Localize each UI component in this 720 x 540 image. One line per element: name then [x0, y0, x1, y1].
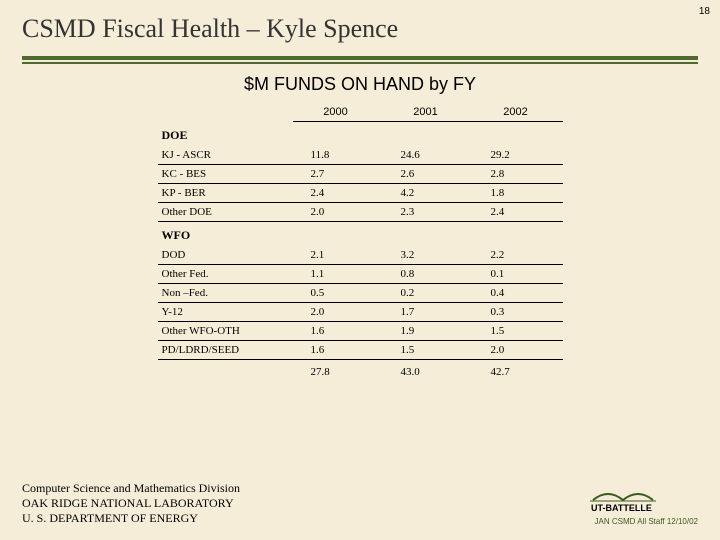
table-header-row: 2000 2001 2002 [158, 103, 563, 122]
row-value: 3.2 [383, 246, 473, 265]
row-value: 1.5 [383, 341, 473, 360]
col-year: 2002 [473, 103, 563, 122]
row-value: 2.3 [383, 203, 473, 222]
row-value: 4.2 [383, 184, 473, 203]
row-value: 2.4 [293, 184, 383, 203]
row-label: KC - BES [158, 165, 293, 184]
row-label: KJ - ASCR [158, 146, 293, 165]
col-year: 2001 [383, 103, 473, 122]
ut-battelle-logo: UT-BATTELLE [588, 486, 698, 512]
row-value: 2.7 [293, 165, 383, 184]
row-value: 0.1 [473, 265, 563, 284]
col-blank [158, 103, 293, 122]
row-value: 2.0 [473, 341, 563, 360]
row-value: 1.5 [473, 322, 563, 341]
row-value: 1.1 [293, 265, 383, 284]
totals-value: 42.7 [473, 360, 563, 382]
footer-line3: U. S. DEPARTMENT OF ENERGY [22, 511, 240, 526]
footer-line2: OAK RIDGE NATIONAL LABORATORY [22, 496, 240, 511]
table-row: KC - BES2.72.62.8 [158, 165, 563, 184]
row-value: 2.0 [293, 303, 383, 322]
table-row: KJ - ASCR11.824.629.2 [158, 146, 563, 165]
row-value: 1.6 [293, 341, 383, 360]
page-title: CSMD Fiscal Health – Kyle Spence [0, 0, 720, 48]
row-label: Other Fed. [158, 265, 293, 284]
totals-value: 27.8 [293, 360, 383, 382]
table-row: Other DOE2.02.32.4 [158, 203, 563, 222]
table-row: Other WFO-OTH1.61.91.5 [158, 322, 563, 341]
row-value: 0.2 [383, 284, 473, 303]
row-value: 2.2 [473, 246, 563, 265]
row-label: PD/LDRD/SEED [158, 341, 293, 360]
row-value: 2.0 [293, 203, 383, 222]
funds-table-wrap: 2000 2001 2002 DOEKJ - ASCR11.824.629.2K… [158, 103, 563, 381]
row-value: 2.4 [473, 203, 563, 222]
section-heading: DOE [158, 122, 563, 147]
row-value: 0.4 [473, 284, 563, 303]
row-label: Y-12 [158, 303, 293, 322]
section-heading: WFO [158, 222, 563, 247]
table-row: Other Fed.1.10.80.1 [158, 265, 563, 284]
row-value: 1.8 [473, 184, 563, 203]
slide-number: 18 [699, 6, 710, 17]
table-row: PD/LDRD/SEED1.61.52.0 [158, 341, 563, 360]
row-value: 2.6 [383, 165, 473, 184]
totals-blank [158, 360, 293, 382]
funds-table: 2000 2001 2002 DOEKJ - ASCR11.824.629.2K… [158, 103, 563, 381]
row-value: 2.1 [293, 246, 383, 265]
row-label: Other DOE [158, 203, 293, 222]
row-value: 1.7 [383, 303, 473, 322]
row-label: Non –Fed. [158, 284, 293, 303]
totals-value: 43.0 [383, 360, 473, 382]
row-value: 0.3 [473, 303, 563, 322]
subtitle: $M FUNDS ON HAND by FY [0, 74, 720, 95]
row-label: Other WFO-OTH [158, 322, 293, 341]
row-value: 1.6 [293, 322, 383, 341]
table-row: Non –Fed.0.50.20.4 [158, 284, 563, 303]
footer-line1: Computer Science and Mathematics Divisio… [22, 481, 240, 496]
table-row: Y-122.01.70.3 [158, 303, 563, 322]
footer: Computer Science and Mathematics Divisio… [22, 481, 240, 526]
row-value: 0.5 [293, 284, 383, 303]
totals-row: 27.843.042.7 [158, 360, 563, 382]
section-heading-cell: WFO [158, 222, 563, 247]
row-value: 24.6 [383, 146, 473, 165]
title-rule [22, 56, 698, 64]
table-row: KP - BER2.44.21.8 [158, 184, 563, 203]
footer-tagline: JAN CSMD All Staff 12/10/02 [595, 517, 698, 526]
row-value: 11.8 [293, 146, 383, 165]
row-value: 1.9 [383, 322, 473, 341]
col-year: 2000 [293, 103, 383, 122]
row-label: DOD [158, 246, 293, 265]
logo-text: UT-BATTELLE [591, 503, 652, 512]
row-value: 0.8 [383, 265, 473, 284]
row-label: KP - BER [158, 184, 293, 203]
table-row: DOD2.13.22.2 [158, 246, 563, 265]
section-heading-cell: DOE [158, 122, 563, 147]
row-value: 29.2 [473, 146, 563, 165]
row-value: 2.8 [473, 165, 563, 184]
